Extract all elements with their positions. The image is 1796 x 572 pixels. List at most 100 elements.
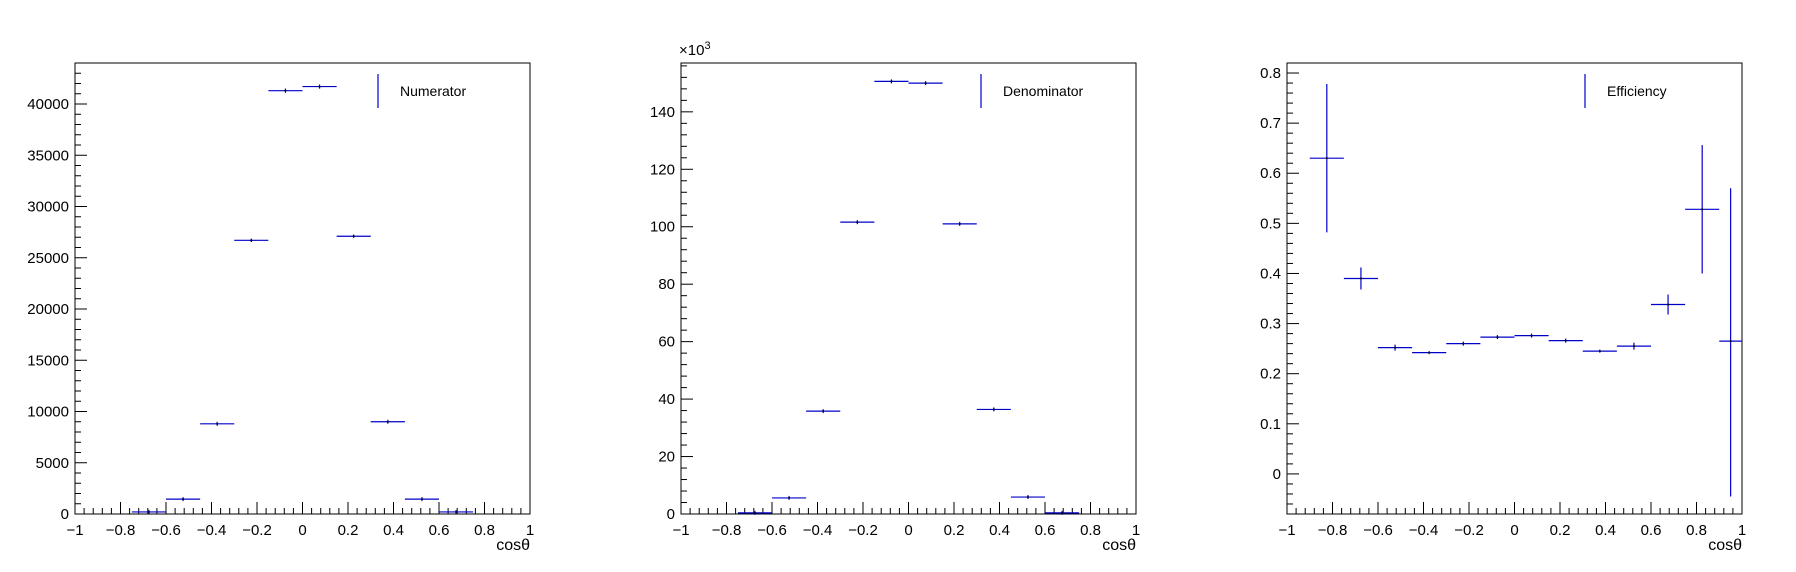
x-tick-label: −0.6 [151, 522, 181, 539]
data-point [234, 238, 269, 243]
x-tick-label: 1 [526, 522, 534, 539]
data-point [370, 419, 405, 424]
legend-box [372, 66, 522, 116]
data-point-marker [352, 235, 355, 238]
data-point [1045, 510, 1080, 515]
x-tick-label: −0.8 [1318, 522, 1348, 539]
legend-label: Efficiency [1607, 83, 1667, 99]
y-tick-label: 0 [61, 506, 69, 523]
y-tick-label: 20 [658, 449, 675, 466]
data-point-marker [284, 89, 287, 92]
x-tick-label: 0.8 [1080, 522, 1101, 539]
y-tick-label: 40 [658, 391, 675, 408]
x-tick-label: 0.2 [1550, 522, 1571, 539]
data-point [1582, 349, 1617, 353]
x-tick-label: 0.6 [429, 522, 450, 539]
y-tick-label: 0.2 [1260, 366, 1281, 383]
data-point [874, 79, 909, 84]
y-tick-label: 100 [650, 219, 675, 236]
data-point-marker [753, 511, 756, 514]
y-tick-label: 20000 [27, 301, 69, 318]
data-point [806, 409, 841, 414]
x-tick-label: −0.4 [803, 522, 833, 539]
y-tick-label: 0.6 [1260, 165, 1281, 182]
data-point [942, 221, 977, 226]
data-point-marker [250, 239, 253, 242]
x-tick-label: −0.8 [106, 522, 136, 539]
x-tick-label: 0.2 [338, 522, 359, 539]
legend-box [1579, 66, 1740, 116]
data-point [1010, 495, 1045, 500]
x-axis-label: cosθ [496, 537, 530, 554]
data-point [131, 509, 166, 514]
data-point [439, 509, 474, 514]
y-tick-label: 40000 [27, 96, 69, 113]
data-point-marker [992, 408, 995, 411]
x-tick-label: 1 [1132, 522, 1140, 539]
chart-panel-1: −1 −0.8 −0.6 −0.4 −0.2 0 0.2 0.4 0.6 0.8 1 0 5000 100… [27, 62, 534, 554]
x-tick-label: −0.2 [1454, 522, 1484, 539]
x-tick-label: 0.4 [989, 522, 1010, 539]
y-multiplier-base: ×10 [679, 42, 704, 59]
y-tick-label: 5000 [36, 455, 69, 472]
x-tick-label: 0.6 [1035, 522, 1056, 539]
data-point-marker [1026, 496, 1029, 499]
x-tick-label: −0.4 [197, 522, 227, 539]
data-point-marker [420, 498, 423, 501]
data-point-marker [1325, 157, 1328, 160]
data-point [1343, 267, 1378, 290]
y-multiplier-exponent: 3 [704, 40, 710, 52]
x-tick-label: 0 [1510, 522, 1518, 539]
data-point [1651, 294, 1686, 315]
data-point [840, 220, 875, 225]
data-point-marker [1598, 350, 1601, 353]
data-point-marker [318, 85, 321, 88]
data-point-marker [1496, 336, 1499, 339]
x-tick-label: 0.8 [474, 522, 495, 539]
data-point-marker [890, 80, 893, 83]
data-point [908, 81, 943, 86]
data-point-marker [958, 222, 961, 225]
y-tick-label: 0.4 [1260, 265, 1281, 282]
data-point [772, 495, 807, 500]
data-point [1309, 84, 1344, 233]
data-point [404, 497, 439, 502]
data-point [737, 510, 772, 515]
y-tick-label: 120 [650, 161, 675, 178]
x-tick-label: 0 [298, 522, 306, 539]
x-tick-label: 0 [904, 522, 912, 539]
data-point [268, 88, 303, 93]
x-tick-label: −0.2 [242, 522, 272, 539]
data-point [1446, 341, 1481, 346]
data-point-marker [455, 510, 458, 513]
y-tick-label: 0.5 [1260, 215, 1281, 232]
y-tick-label: 15000 [27, 352, 69, 369]
data-point-marker [788, 496, 791, 499]
data-point-marker [182, 498, 185, 501]
y-tick-label: 80 [658, 276, 675, 293]
data-point [1378, 344, 1413, 351]
data-point-marker [147, 510, 150, 513]
data-point-marker [386, 420, 389, 423]
x-tick-label: −0.6 [1363, 522, 1393, 539]
legend-label: Numerator [400, 83, 466, 99]
data-point [1514, 333, 1549, 338]
y-tick-label: 25000 [27, 250, 69, 267]
data-point [1480, 335, 1515, 340]
y-tick-label: 35000 [27, 147, 69, 164]
data-point [1548, 338, 1583, 343]
x-tick-label: 0.4 [1595, 522, 1616, 539]
y-tick-label: 60 [658, 334, 675, 351]
legend-box [975, 66, 1124, 116]
legend-label: Denominator [1003, 83, 1083, 99]
y-tick-label: 30000 [27, 199, 69, 216]
data-point-marker [1462, 342, 1465, 345]
data-point-marker [216, 422, 219, 425]
data-point [976, 407, 1011, 412]
data-point [336, 234, 371, 238]
data-point [1685, 145, 1720, 274]
x-tick-label: −0.4 [1409, 522, 1439, 539]
data-point-marker [924, 82, 927, 85]
data-point [200, 421, 235, 426]
data-point [302, 84, 337, 89]
